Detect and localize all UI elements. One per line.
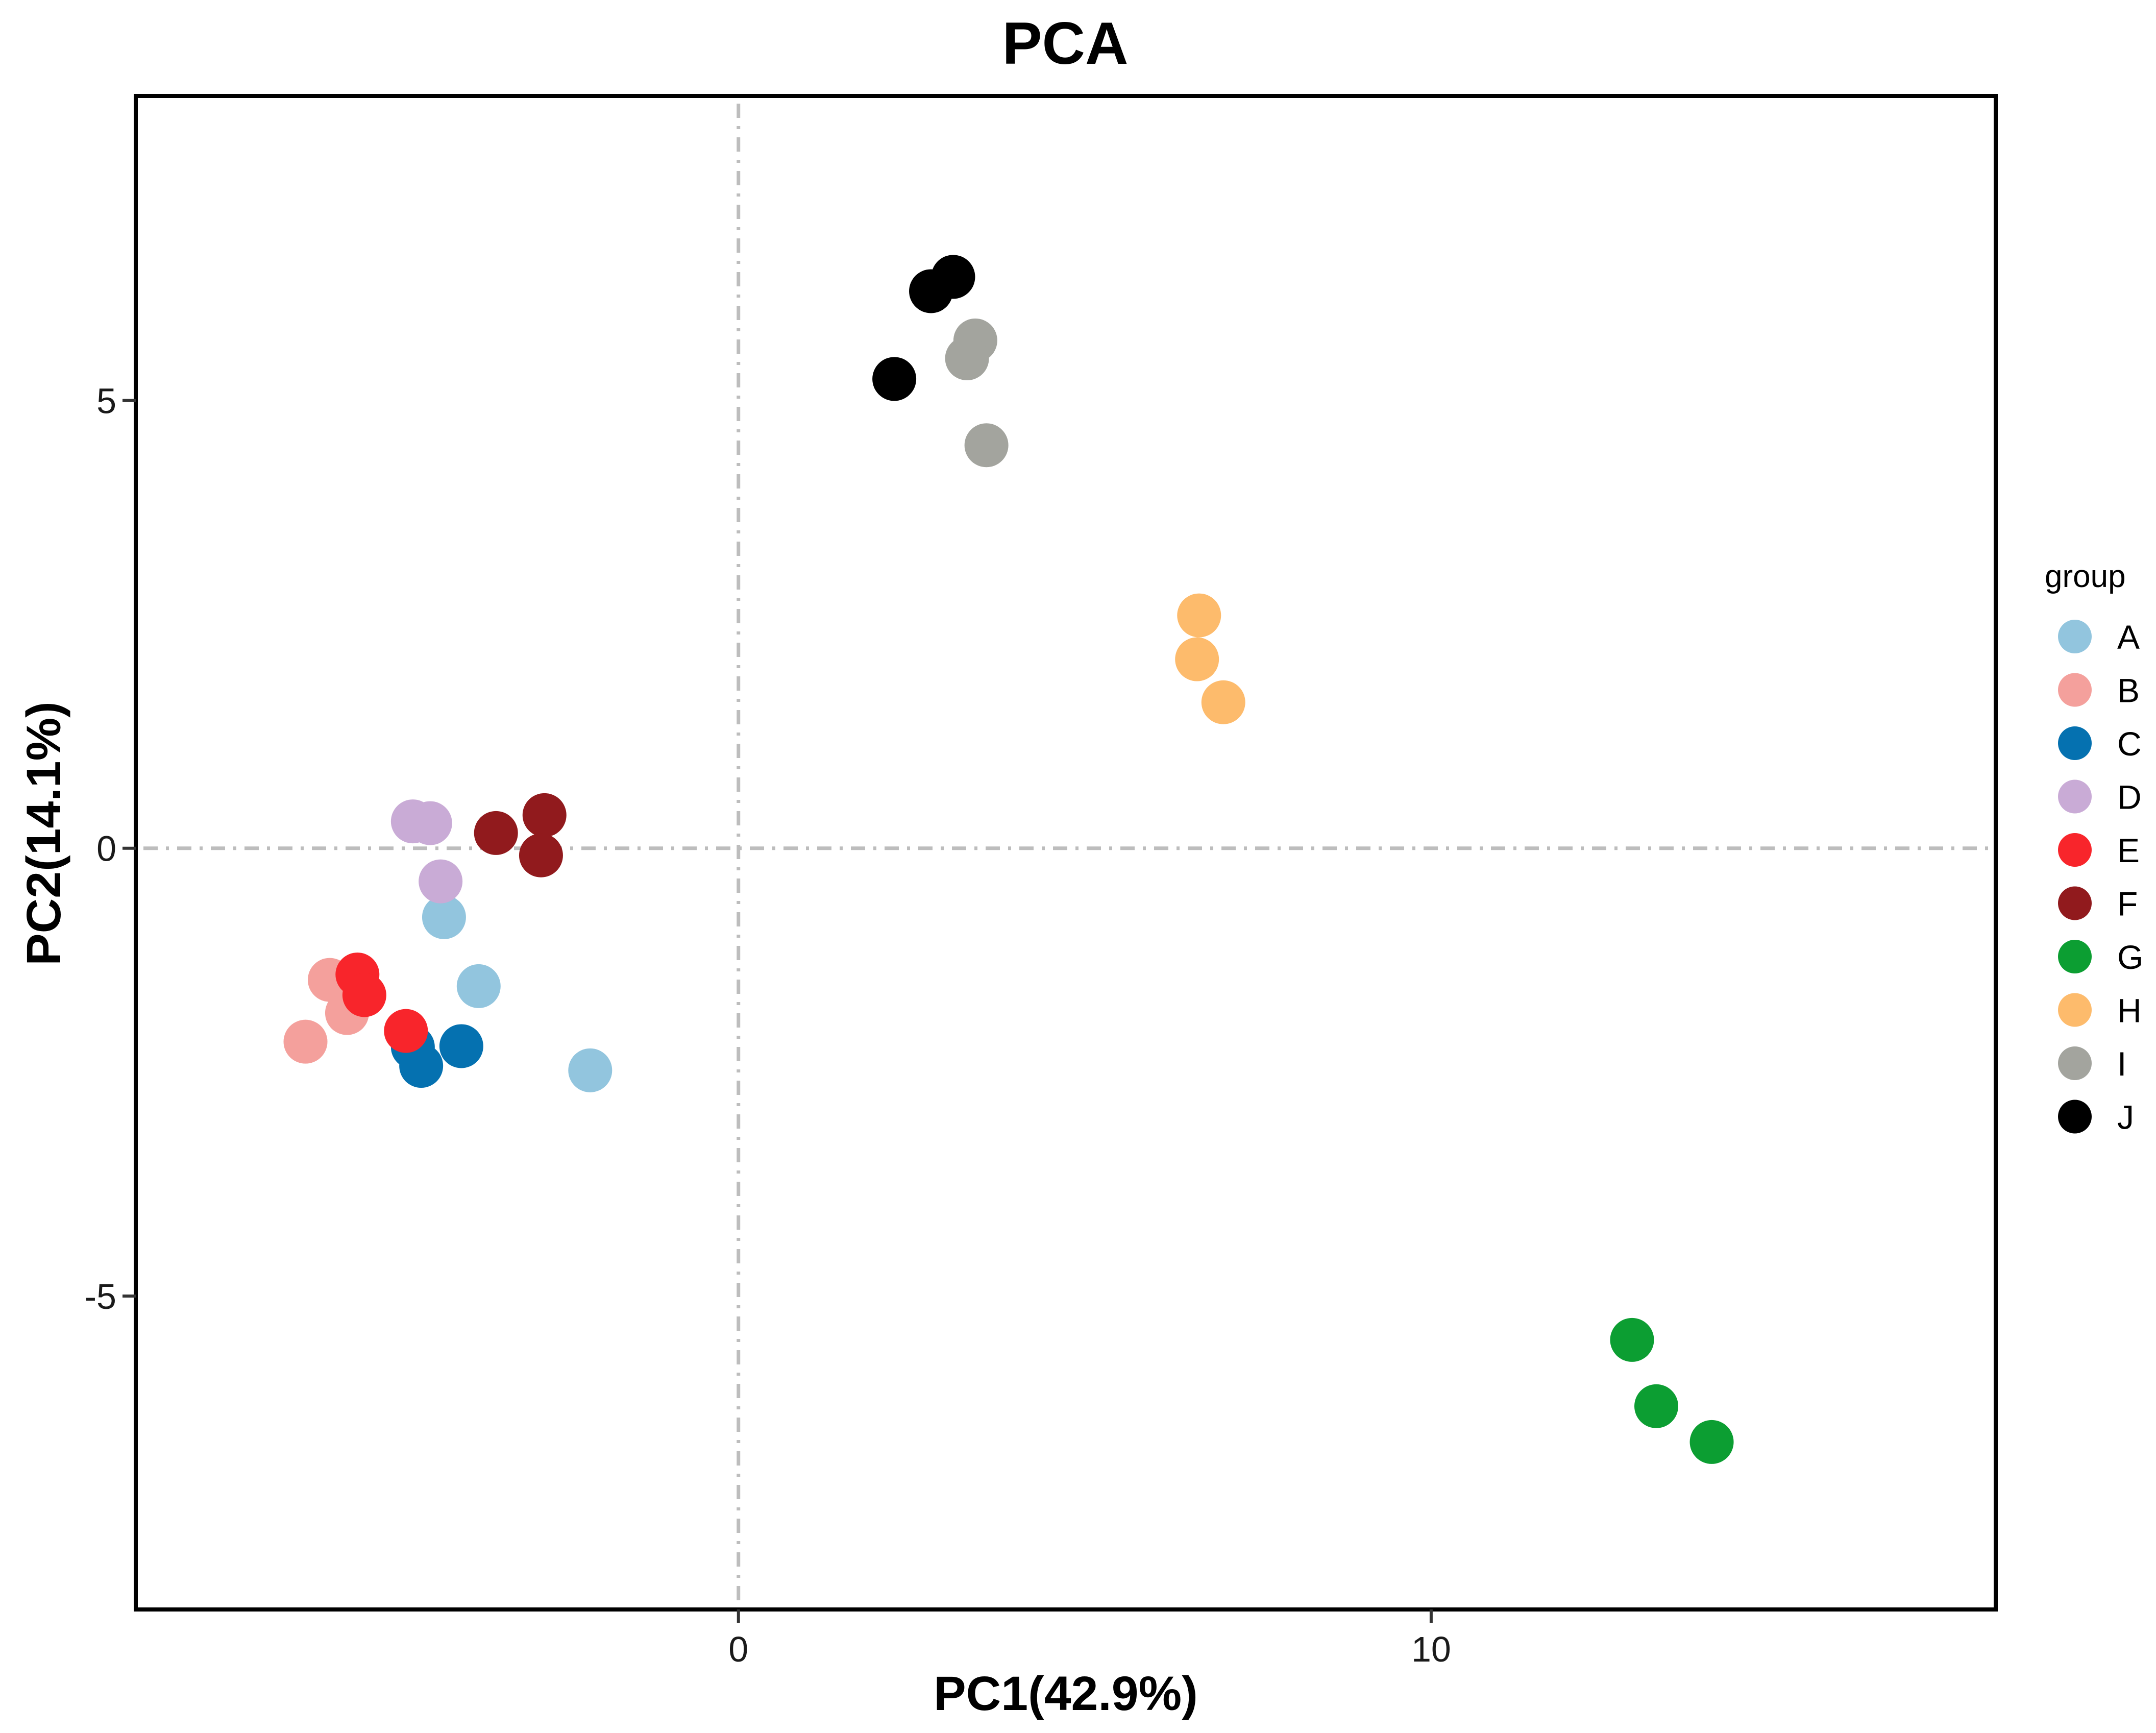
point-f-2 bbox=[522, 793, 567, 837]
point-i-2 bbox=[945, 336, 989, 381]
legend-label-f: F bbox=[2117, 885, 2138, 923]
point-h-2 bbox=[1175, 637, 1219, 681]
point-h-1 bbox=[1177, 593, 1221, 638]
y-axis-label: PC2(14.1%) bbox=[17, 701, 71, 965]
legend-label-i: I bbox=[2117, 1045, 2126, 1083]
legend-key-c bbox=[2058, 726, 2092, 760]
x-axis-label: PC1(42.9%) bbox=[934, 1667, 1197, 1721]
point-d-3 bbox=[419, 859, 463, 904]
point-g-2 bbox=[1634, 1384, 1678, 1428]
point-j-3 bbox=[872, 357, 917, 401]
point-j-2 bbox=[931, 255, 975, 299]
point-b-3 bbox=[283, 1019, 328, 1064]
data-points bbox=[283, 255, 1734, 1464]
point-g-1 bbox=[1610, 1317, 1654, 1362]
legend-key-d bbox=[2058, 779, 2092, 814]
legend-label-j: J bbox=[2117, 1099, 2134, 1136]
point-h-3 bbox=[1201, 680, 1245, 724]
legend-label-b: B bbox=[2117, 672, 2140, 710]
legend-key-f bbox=[2058, 886, 2092, 920]
point-a-2 bbox=[456, 964, 501, 1008]
point-f-1 bbox=[474, 811, 518, 855]
y-tick-label: -5 bbox=[85, 1277, 116, 1316]
chart-title: PCA bbox=[1002, 10, 1128, 77]
legend-key-i bbox=[2058, 1046, 2092, 1080]
point-a-3 bbox=[568, 1048, 612, 1092]
legend-label-g: G bbox=[2117, 938, 2143, 976]
point-d-2 bbox=[408, 801, 452, 845]
legend-key-j bbox=[2058, 1100, 2092, 1134]
point-f-3 bbox=[519, 833, 563, 877]
y-axis: 5 0 -5 bbox=[85, 381, 136, 1316]
legend-label-a: A bbox=[2117, 618, 2140, 656]
reference-lines bbox=[143, 104, 1988, 1602]
legend-key-a bbox=[2058, 620, 2092, 653]
legend-label-d: D bbox=[2117, 778, 2142, 816]
point-c-2 bbox=[399, 1044, 444, 1088]
plot-panel-border bbox=[134, 94, 1998, 1612]
point-a-1 bbox=[422, 895, 466, 939]
legend-key-h bbox=[2058, 993, 2092, 1027]
x-tick-label: 10 bbox=[1411, 1629, 1451, 1669]
point-e-2 bbox=[342, 973, 386, 1017]
legend-key-b bbox=[2058, 673, 2092, 707]
x-axis: 0 10 bbox=[728, 1609, 1451, 1669]
legend-key-e bbox=[2058, 833, 2092, 867]
y-tick-label: 5 bbox=[96, 381, 116, 421]
legend-label-c: C bbox=[2117, 725, 2142, 763]
legend-label-e: E bbox=[2117, 832, 2140, 869]
legend-label-h: H bbox=[2117, 992, 2142, 1030]
point-g-3 bbox=[1689, 1420, 1734, 1464]
legend-title: group bbox=[2045, 559, 2126, 594]
point-c-3 bbox=[439, 1024, 483, 1068]
y-tick-label: 0 bbox=[96, 829, 116, 869]
x-tick-label: 0 bbox=[728, 1629, 748, 1669]
point-i-3 bbox=[964, 423, 1009, 468]
legend-key-g bbox=[2058, 940, 2092, 973]
point-e-3 bbox=[384, 1009, 428, 1053]
